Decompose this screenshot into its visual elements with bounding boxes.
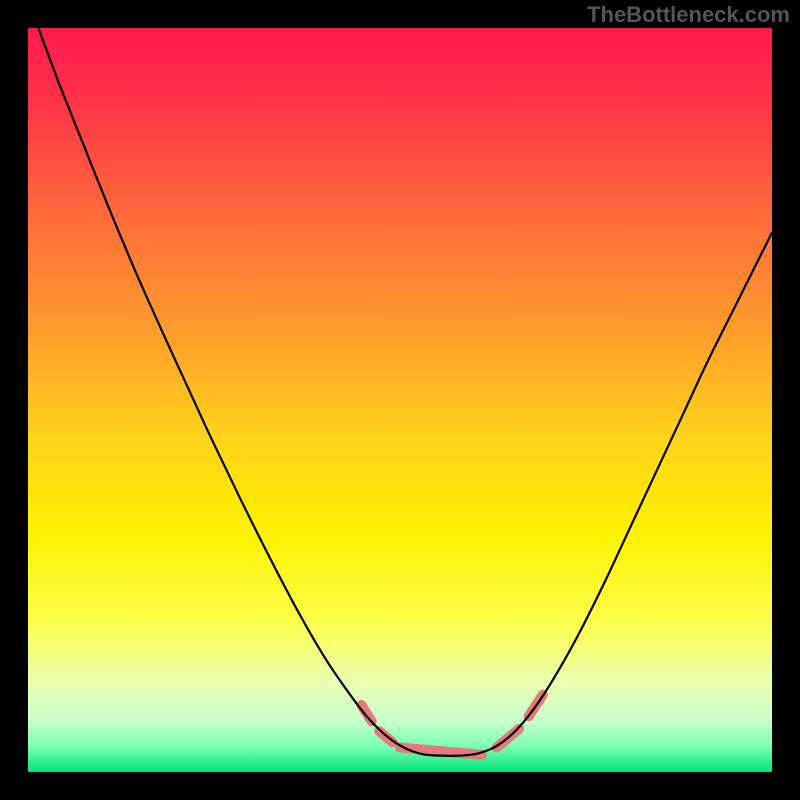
- watermark-text: TheBottleneck.com: [587, 2, 790, 28]
- chart-frame: TheBottleneck.com: [0, 0, 800, 800]
- plot-background: [28, 28, 772, 772]
- bottleneck-chart: [0, 0, 800, 800]
